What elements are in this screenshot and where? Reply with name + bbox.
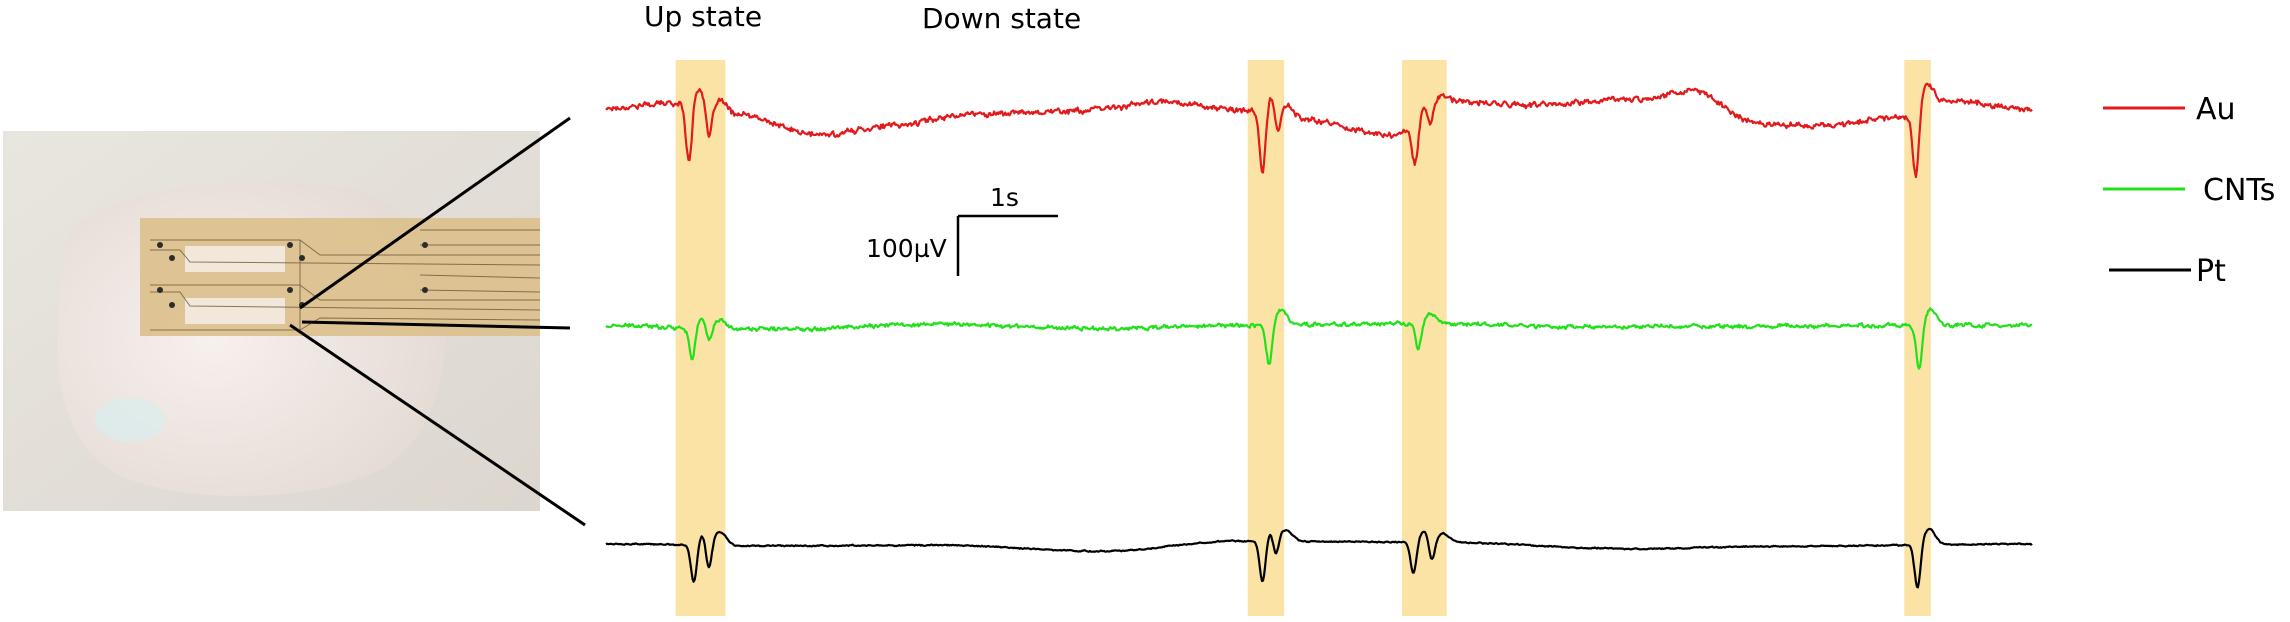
trace-pt [605,527,2033,589]
scale-bar: 1s 100µV [866,183,1058,276]
connector-cnts [301,320,571,330]
traces [605,82,2033,589]
trace-cnts [605,307,2033,370]
up-state-band-2 [1247,60,1285,616]
down-state-label: Down state [922,2,1081,35]
up-state-band-3 [1401,60,1447,616]
probe-traces [150,229,541,331]
up-state-band-1 [675,60,726,616]
scale-bar-time-label: 1s [990,183,1019,212]
scale-bar-voltage-label: 100µV [866,234,947,263]
probe-window-bottom [185,298,285,324]
connector-pt [289,323,586,527]
up-state-highlights [675,60,1931,616]
connector-lines [289,116,586,527]
legend-label-pt: Pt [2196,254,2226,289]
electrode-array-photo [3,131,541,511]
legend-label-au: Au [2196,92,2236,127]
up-state-label: Up state [644,0,762,33]
probe-window-top [185,246,285,272]
legend: Au CNTs Pt [2103,92,2275,289]
tissue-highlight [95,398,165,442]
legend-label-cnts: CNTs [2203,173,2275,208]
trace-au [605,82,2033,179]
connector-au [299,116,571,310]
